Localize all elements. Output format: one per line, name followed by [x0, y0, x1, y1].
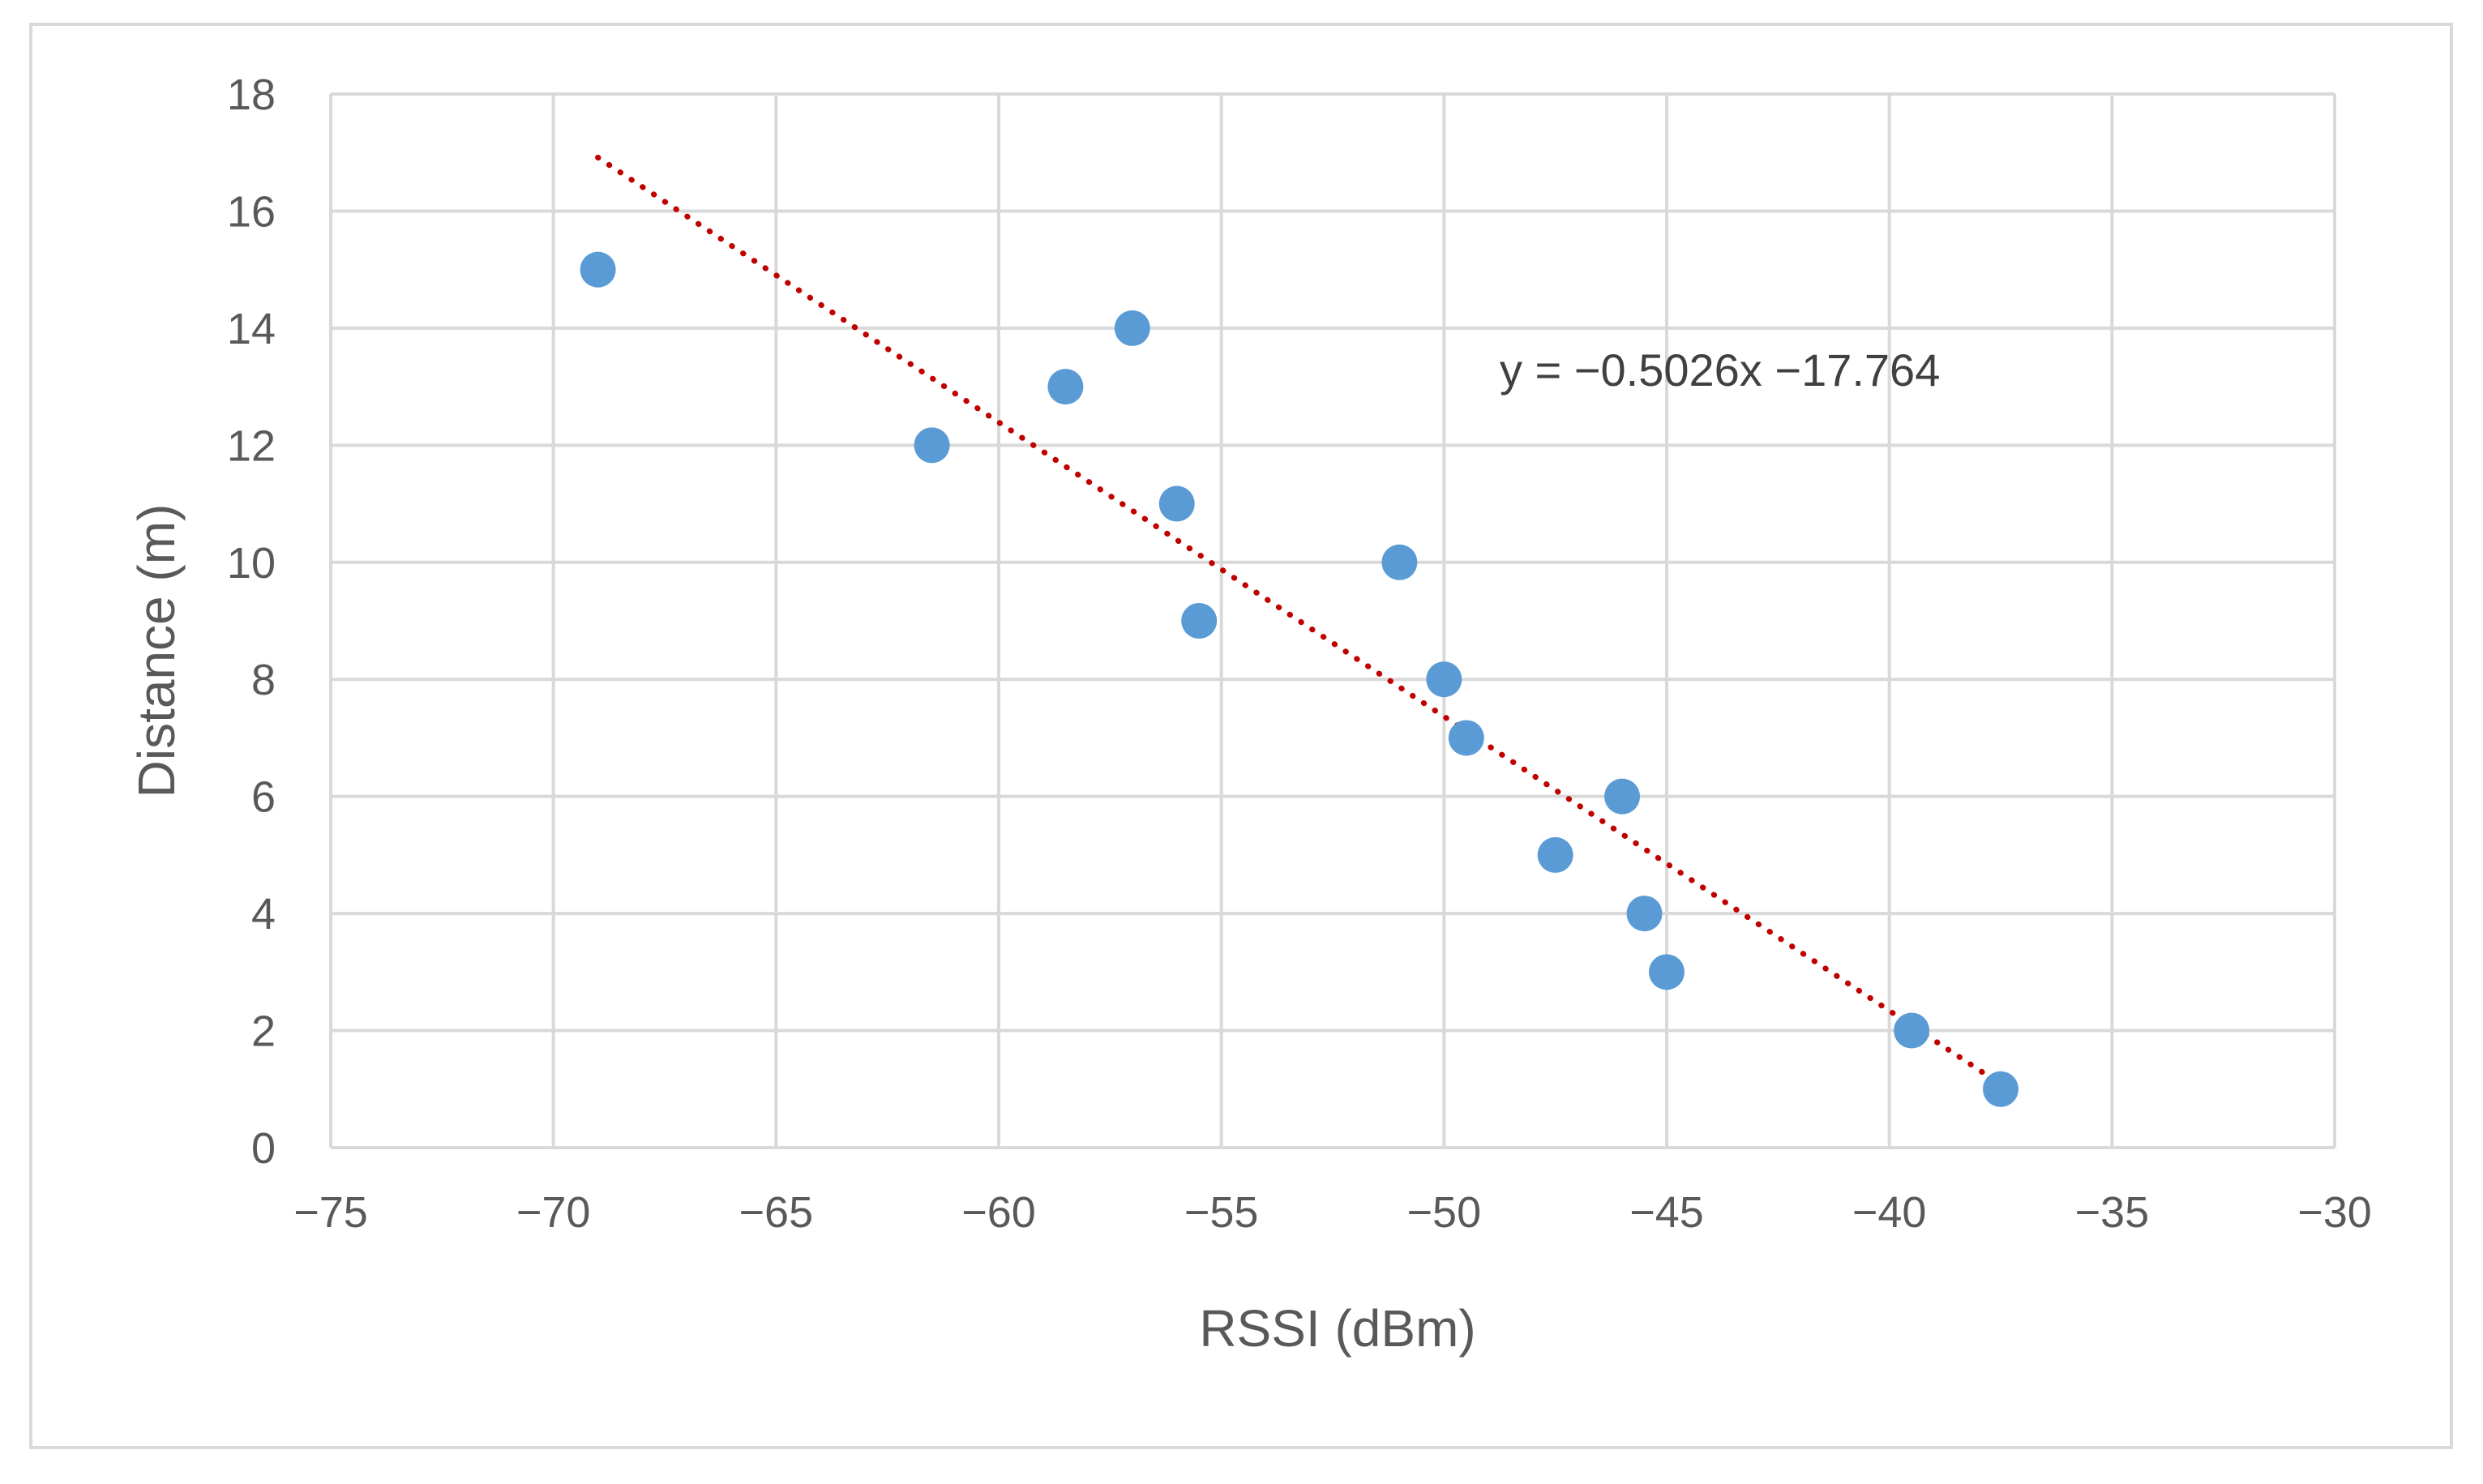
- tick-labels: −75 −70 −65 −60 −55 −50 −45 −40 −35 −30 0 2 4 6 8 10 12 1…: [227, 71, 2372, 1237]
- data-point: [1114, 310, 1150, 346]
- y-tick-label: 6: [251, 773, 276, 822]
- y-tick-label: 12: [227, 421, 276, 470]
- data-point: [1626, 896, 1663, 932]
- y-tick-label: 8: [251, 656, 276, 704]
- data-point: [1604, 778, 1641, 815]
- grid-lines: [329, 92, 2336, 1149]
- x-tick-label: −45: [1629, 1188, 1704, 1237]
- x-tick-label: −65: [739, 1188, 814, 1237]
- y-tick-label: 4: [251, 890, 276, 939]
- data-point: [1158, 485, 1195, 522]
- data-point: [1426, 661, 1462, 698]
- x-tick-label: −30: [2297, 1188, 2372, 1237]
- y-tick-label: 18: [227, 71, 276, 119]
- y-tick-label: 0: [251, 1124, 276, 1173]
- data-points: [580, 251, 2019, 1107]
- trendline: [595, 154, 2004, 1088]
- y-tick-label: 14: [227, 305, 276, 353]
- data-point: [1894, 1012, 1930, 1049]
- y-axis-title: Distance (m): [127, 504, 186, 798]
- x-tick-label: −35: [2075, 1188, 2150, 1237]
- data-point: [1181, 603, 1218, 639]
- trendline-layer: [595, 154, 2004, 1088]
- y-tick-label: 10: [227, 539, 276, 588]
- x-tick-label: −75: [293, 1188, 368, 1237]
- x-axis-title: RSSI (dBm): [1199, 1299, 1475, 1358]
- y-tick-label: 16: [227, 187, 276, 236]
- data-point: [1448, 720, 1484, 756]
- data-point: [1983, 1071, 2019, 1107]
- trendline-equation: y = −0.5026x −17.764: [1500, 344, 1940, 396]
- data-point: [914, 427, 950, 464]
- x-tick-label: −55: [1184, 1188, 1259, 1237]
- data-point: [1649, 954, 1685, 990]
- data-point: [1537, 836, 1573, 873]
- data-point: [580, 251, 616, 288]
- data-point: [1047, 369, 1084, 405]
- y-tick-label: 2: [251, 1007, 276, 1056]
- x-tick-label: −60: [961, 1188, 1036, 1237]
- data-point: [1381, 544, 1418, 580]
- x-tick-label: −50: [1407, 1188, 1482, 1237]
- x-tick-label: −70: [516, 1188, 591, 1237]
- x-tick-label: −40: [1852, 1188, 1927, 1237]
- chart-frame: [29, 23, 2453, 1449]
